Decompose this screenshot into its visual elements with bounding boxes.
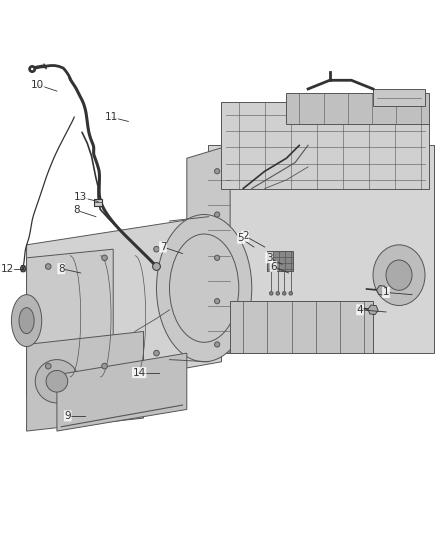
Polygon shape: [27, 332, 144, 431]
Ellipse shape: [156, 214, 252, 362]
Ellipse shape: [35, 360, 78, 403]
Text: 11: 11: [104, 112, 118, 122]
Text: 13: 13: [74, 192, 87, 202]
Text: 3: 3: [266, 253, 272, 263]
Ellipse shape: [102, 255, 107, 261]
Polygon shape: [222, 102, 429, 189]
Polygon shape: [187, 145, 230, 353]
Polygon shape: [94, 199, 102, 206]
Ellipse shape: [102, 364, 107, 369]
Ellipse shape: [373, 245, 425, 305]
Text: 1: 1: [383, 287, 389, 297]
Polygon shape: [286, 93, 429, 124]
Ellipse shape: [46, 364, 51, 369]
Polygon shape: [27, 214, 222, 397]
Ellipse shape: [283, 292, 286, 295]
Ellipse shape: [31, 67, 34, 71]
Ellipse shape: [21, 265, 26, 272]
Text: 8: 8: [58, 264, 64, 273]
Text: 2: 2: [242, 231, 249, 241]
Text: 4: 4: [357, 305, 364, 315]
Text: 10: 10: [31, 79, 44, 90]
Ellipse shape: [215, 342, 220, 347]
Text: 7: 7: [160, 242, 166, 252]
Ellipse shape: [276, 292, 279, 295]
Polygon shape: [368, 305, 378, 314]
Ellipse shape: [215, 168, 220, 174]
Text: 12: 12: [0, 264, 14, 273]
Polygon shape: [230, 301, 373, 353]
Text: 5: 5: [238, 233, 244, 244]
Ellipse shape: [29, 66, 35, 72]
Polygon shape: [208, 145, 434, 353]
Text: 9: 9: [64, 411, 71, 421]
Ellipse shape: [386, 260, 412, 290]
Ellipse shape: [19, 308, 34, 334]
Ellipse shape: [46, 264, 51, 269]
Polygon shape: [377, 286, 387, 295]
Text: 8: 8: [73, 205, 80, 215]
Polygon shape: [267, 252, 293, 271]
Ellipse shape: [269, 292, 273, 295]
Ellipse shape: [11, 295, 42, 346]
Ellipse shape: [154, 350, 159, 356]
Ellipse shape: [215, 298, 220, 304]
Polygon shape: [373, 89, 425, 106]
Text: 6: 6: [270, 262, 277, 271]
Ellipse shape: [215, 255, 220, 261]
Ellipse shape: [154, 246, 159, 252]
Ellipse shape: [215, 212, 220, 217]
Text: 14: 14: [133, 368, 146, 377]
Polygon shape: [27, 249, 113, 383]
Ellipse shape: [46, 370, 68, 392]
Ellipse shape: [152, 263, 160, 270]
Polygon shape: [57, 353, 187, 431]
Ellipse shape: [289, 292, 293, 295]
